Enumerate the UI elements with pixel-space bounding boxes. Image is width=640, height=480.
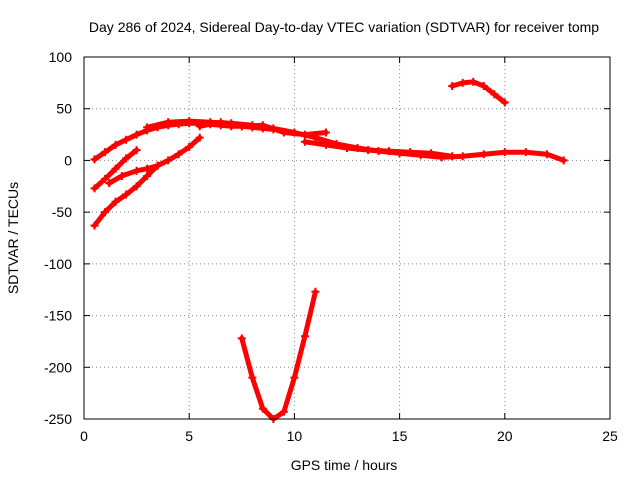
data-point [364, 146, 373, 155]
data-point [111, 140, 120, 149]
data-point [122, 190, 131, 199]
y-tick-label: -200 [44, 359, 72, 375]
data-point [90, 221, 99, 230]
y-axis-label: SDTVAR / TECUs [5, 182, 21, 294]
data-point [448, 81, 457, 90]
data-point [195, 133, 204, 142]
data-point [479, 150, 488, 159]
data-point [490, 90, 499, 99]
x-tick-label: 5 [185, 428, 193, 444]
data-point [321, 128, 330, 137]
data-point [122, 135, 131, 144]
tick-layer: 0 5 10 15 20 25 100 50 0 -50 -100 -150 -200 -250 [44, 49, 618, 444]
data-point [174, 150, 183, 159]
data-point [143, 164, 152, 173]
data-point [500, 148, 509, 157]
data-point [237, 334, 246, 343]
chart-title: Day 286 of 2024, Sidereal Day-to-day VTE… [89, 19, 599, 35]
data-point [143, 171, 152, 180]
x-axis-label: GPS time / hours [291, 457, 398, 473]
data-point [406, 148, 415, 157]
series-arc-8 [239, 289, 318, 422]
x-tick-label: 0 [80, 428, 88, 444]
data-point [132, 166, 141, 175]
data-point [164, 118, 173, 127]
data-point [559, 156, 568, 165]
data-point [237, 122, 246, 131]
series-arc-1 [92, 120, 276, 162]
y-tick-label: 50 [56, 101, 72, 117]
data-point [258, 404, 267, 413]
x-tick-label: 15 [392, 428, 408, 444]
data-point [185, 117, 194, 126]
data-point [105, 179, 114, 188]
y-tick-label: 0 [64, 152, 72, 168]
data-point [122, 154, 131, 163]
data-point [258, 121, 267, 130]
data-point [321, 140, 330, 149]
data-point [279, 128, 288, 137]
data-point [111, 164, 120, 173]
series-layer [90, 77, 568, 423]
data-point [164, 156, 173, 165]
data-point [132, 146, 141, 155]
y-tick-label: -100 [44, 256, 72, 272]
grid-layer [84, 57, 610, 419]
data-point [500, 98, 509, 107]
data-point [521, 148, 530, 157]
data-point [195, 122, 204, 131]
data-point [143, 123, 152, 132]
data-point [185, 142, 194, 151]
data-point [279, 407, 288, 416]
data-point [101, 175, 110, 184]
x-tick-label: 20 [497, 428, 513, 444]
x-tick-label: 25 [602, 428, 618, 444]
data-point [311, 287, 320, 296]
data-point [101, 208, 110, 217]
data-point [448, 152, 457, 161]
data-point [90, 184, 99, 193]
data-point [132, 130, 141, 139]
data-point [300, 137, 309, 146]
data-point [101, 148, 110, 157]
y-tick-label: -50 [52, 204, 72, 220]
data-point [469, 77, 478, 86]
data-point [111, 197, 120, 206]
y-tick-label: -250 [44, 411, 72, 427]
data-point [248, 373, 257, 382]
data-point [90, 155, 99, 164]
data-point [542, 150, 551, 159]
series-arc-9 [449, 79, 508, 105]
data-point [458, 78, 467, 87]
data-point [132, 182, 141, 191]
data-point [300, 130, 309, 139]
data-point [153, 161, 162, 170]
data-point [385, 147, 394, 156]
data-point [117, 171, 126, 180]
data-point [479, 81, 488, 90]
y-tick-label: -150 [44, 308, 72, 324]
data-point [427, 149, 436, 158]
data-point [216, 118, 225, 127]
data-point [300, 332, 309, 341]
data-point [290, 373, 299, 382]
data-point [458, 152, 467, 161]
y-tick-label: 100 [49, 49, 73, 65]
x-tick-label: 10 [287, 428, 303, 444]
plot-frame [83, 56, 611, 420]
data-point [343, 144, 351, 153]
